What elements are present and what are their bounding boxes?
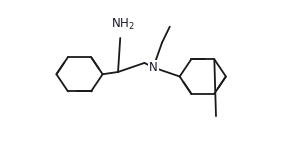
Text: N: N [149,61,158,74]
Text: NH$_2$: NH$_2$ [110,17,134,32]
